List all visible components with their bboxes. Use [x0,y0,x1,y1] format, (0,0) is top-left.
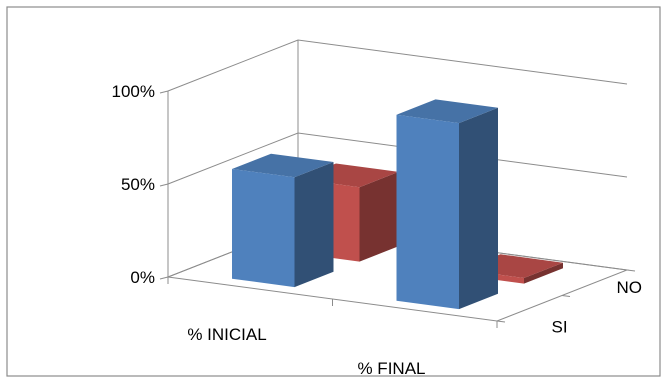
x-tick-label: % FINAL [357,359,425,378]
bar-front [232,169,295,288]
bar-side [294,162,334,288]
y-tick-mark-2 [159,90,169,94]
axis-labels: 0% 50% 100% % INICIAL % FINAL SI NO [112,82,642,378]
y-tick-label: 0% [130,268,155,287]
y-tick-mark-0 [159,276,169,280]
bar-top [396,99,498,124]
z-tick-mark-0 [496,320,506,323]
bar-si-0 [232,153,334,288]
bar-si-1 [396,99,498,310]
gridline-1 [167,132,628,185]
z-tick-mark-1 [561,295,571,297]
bar-side [524,262,563,284]
bar-front [396,114,459,310]
x-tick-label: % INICIAL [187,325,266,344]
y-tick-mark-1 [159,183,169,187]
z-tick-mark-2 [626,269,636,272]
series-label: NO [617,278,643,297]
series-label: SI [552,317,568,336]
y-tick-label: 100% [112,82,155,101]
bar-side [459,107,498,310]
y-tick-label: 50% [121,175,155,194]
bar-top [232,153,334,178]
gridline-2 [167,39,628,92]
bars [232,99,563,310]
bar-side [359,171,399,262]
